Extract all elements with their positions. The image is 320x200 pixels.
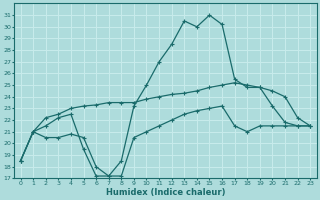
X-axis label: Humidex (Indice chaleur): Humidex (Indice chaleur)	[106, 188, 225, 197]
